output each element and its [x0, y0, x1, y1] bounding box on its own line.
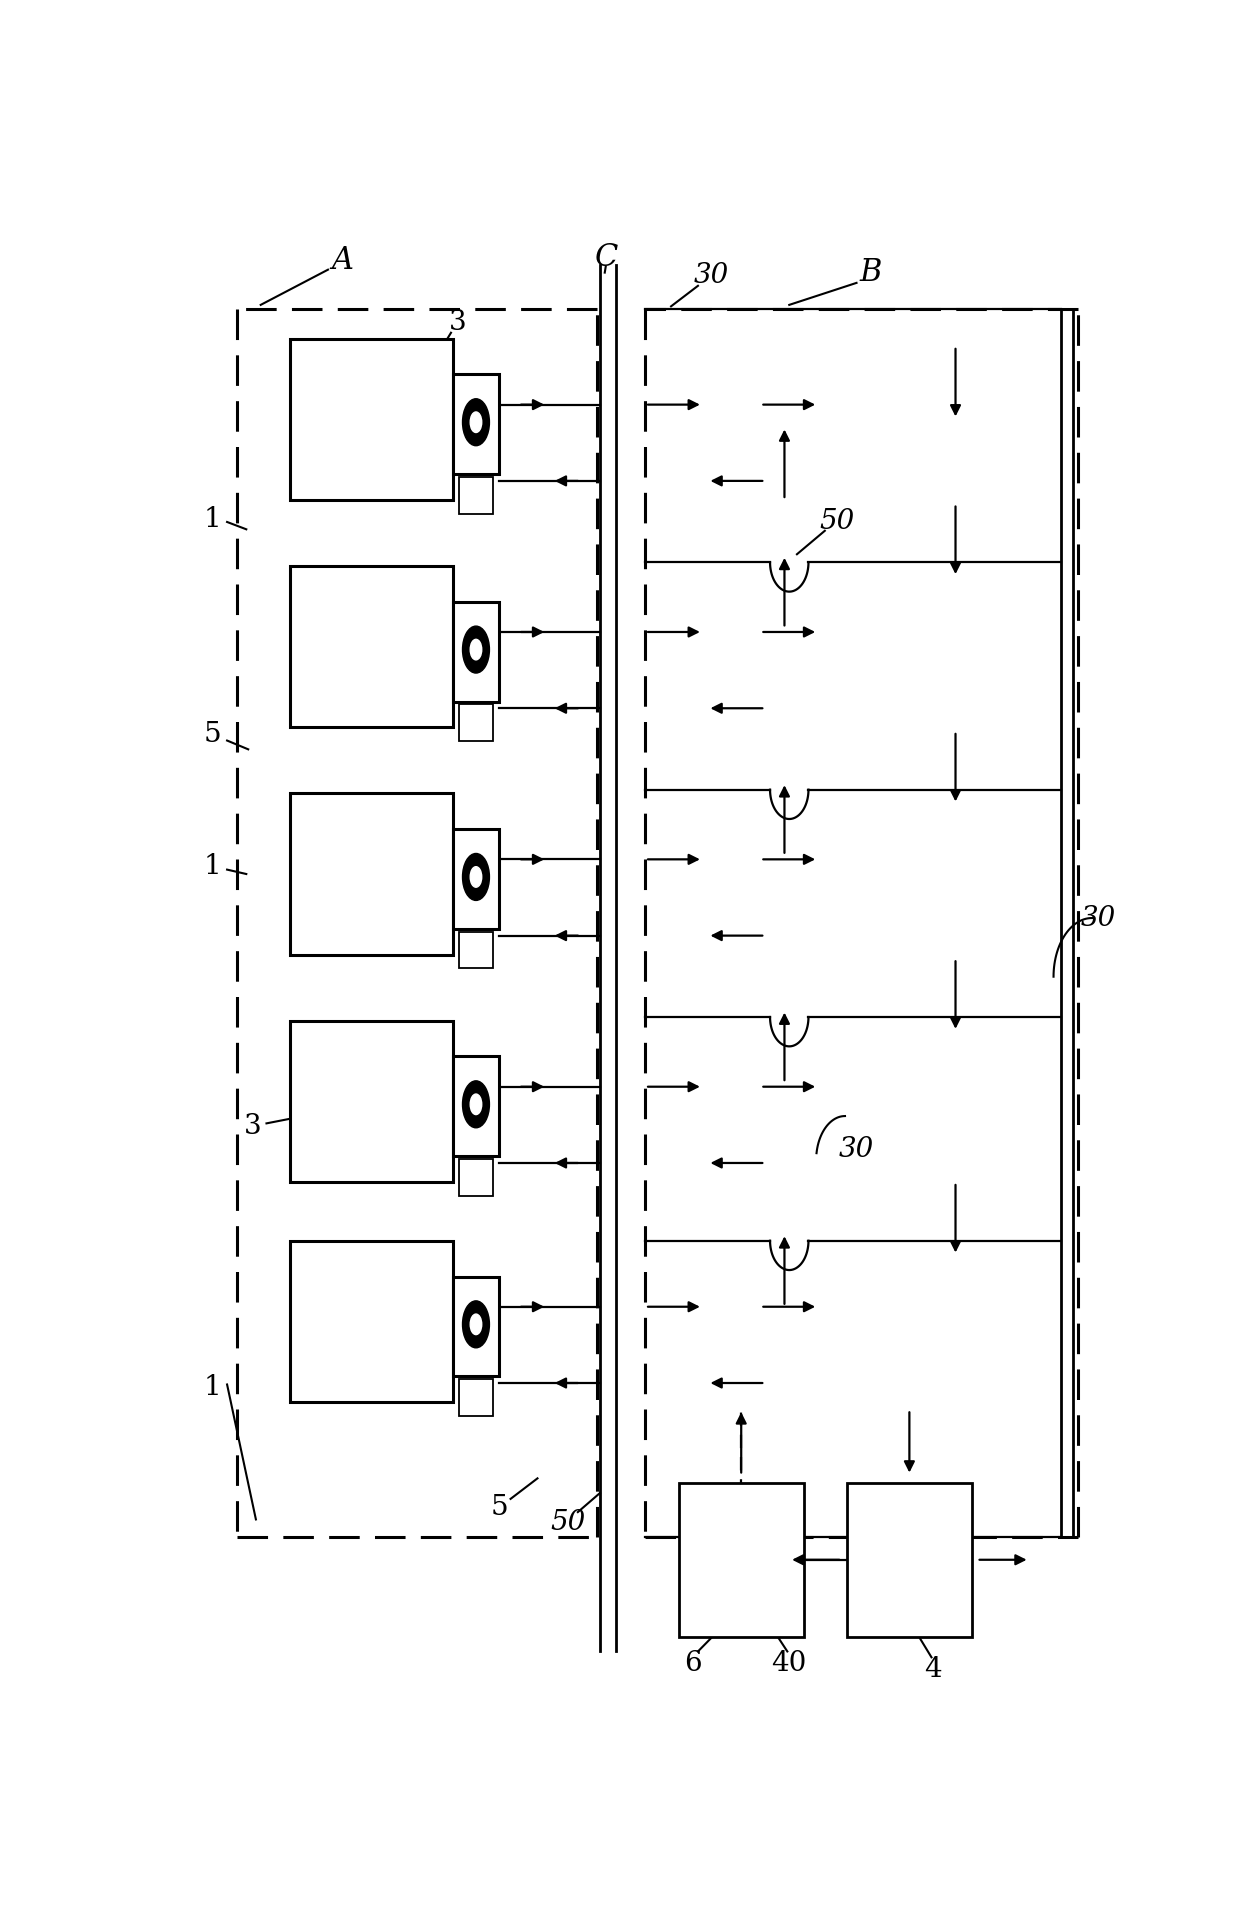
Ellipse shape — [463, 1080, 490, 1128]
Ellipse shape — [463, 1301, 490, 1349]
Ellipse shape — [470, 867, 482, 888]
Bar — [453, 602, 498, 701]
Bar — [459, 705, 492, 741]
Bar — [678, 1482, 804, 1636]
Text: 30: 30 — [694, 263, 729, 290]
Bar — [847, 1482, 972, 1636]
Text: 1: 1 — [203, 505, 222, 533]
Text: 50: 50 — [820, 509, 854, 535]
Bar — [290, 339, 453, 499]
Text: 5: 5 — [203, 722, 222, 749]
Text: A: A — [331, 246, 353, 276]
Ellipse shape — [470, 640, 482, 659]
Text: 30: 30 — [1081, 905, 1116, 932]
Text: 1: 1 — [203, 853, 222, 880]
Ellipse shape — [470, 411, 482, 432]
Text: 1: 1 — [203, 1374, 222, 1400]
Text: 3: 3 — [449, 309, 466, 335]
Ellipse shape — [463, 627, 490, 672]
Text: B: B — [859, 257, 882, 288]
Text: C: C — [595, 242, 619, 274]
Ellipse shape — [470, 1314, 482, 1335]
Ellipse shape — [463, 398, 490, 446]
Bar — [290, 1021, 453, 1181]
Ellipse shape — [470, 1093, 482, 1114]
Text: 50: 50 — [551, 1509, 585, 1535]
Bar — [459, 932, 492, 968]
Bar — [290, 792, 453, 954]
Text: 40: 40 — [771, 1650, 807, 1676]
Bar — [453, 829, 498, 930]
Bar — [290, 566, 453, 728]
Bar — [453, 1057, 498, 1156]
Bar — [459, 1379, 492, 1415]
Text: 5: 5 — [490, 1494, 508, 1522]
Bar — [453, 1276, 498, 1375]
Bar — [459, 476, 492, 514]
Bar — [453, 375, 498, 474]
Text: 3: 3 — [244, 1113, 262, 1139]
Text: 30: 30 — [839, 1135, 874, 1164]
Text: 4: 4 — [925, 1655, 942, 1682]
Bar — [459, 1158, 492, 1196]
Text: 6: 6 — [684, 1650, 702, 1676]
Ellipse shape — [463, 853, 490, 901]
Bar — [290, 1240, 453, 1402]
